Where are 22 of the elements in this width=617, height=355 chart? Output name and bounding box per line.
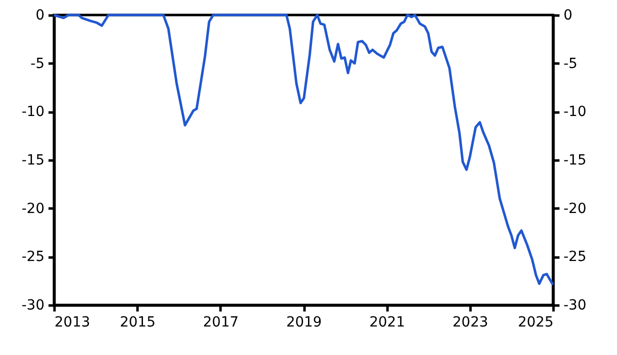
y2-tick-label: -15: [564, 152, 586, 168]
line-series: [52, 14, 554, 286]
x-tick-label: 2023: [452, 314, 488, 330]
y-tick-label: -30: [22, 298, 44, 314]
y2-tick-label: -10: [564, 104, 586, 120]
y-tick-label: -5: [30, 56, 44, 72]
y2-tick-label: -5: [564, 56, 578, 72]
x-tick-label: 2017: [203, 314, 239, 330]
y-tick-label: 0: [36, 8, 44, 24]
x-tick-label: 2019: [286, 314, 322, 330]
x-tick-label: 2015: [120, 314, 156, 330]
y-tick-label: -10: [22, 104, 44, 120]
x-tick-label: 2021: [369, 314, 405, 330]
y2-tick-label: -30: [564, 298, 586, 314]
x-tick-label: 2025: [518, 314, 554, 330]
y-tick-label: -25: [22, 249, 44, 266]
y-tick-label: -20: [22, 200, 44, 217]
y-tick-label: -15: [22, 152, 44, 168]
y2-tick-label: 0: [564, 8, 572, 24]
y2-tick-label: -20: [564, 200, 586, 217]
x-tick-label: 2013: [54, 314, 90, 330]
y2-tick-label: -25: [564, 249, 586, 266]
